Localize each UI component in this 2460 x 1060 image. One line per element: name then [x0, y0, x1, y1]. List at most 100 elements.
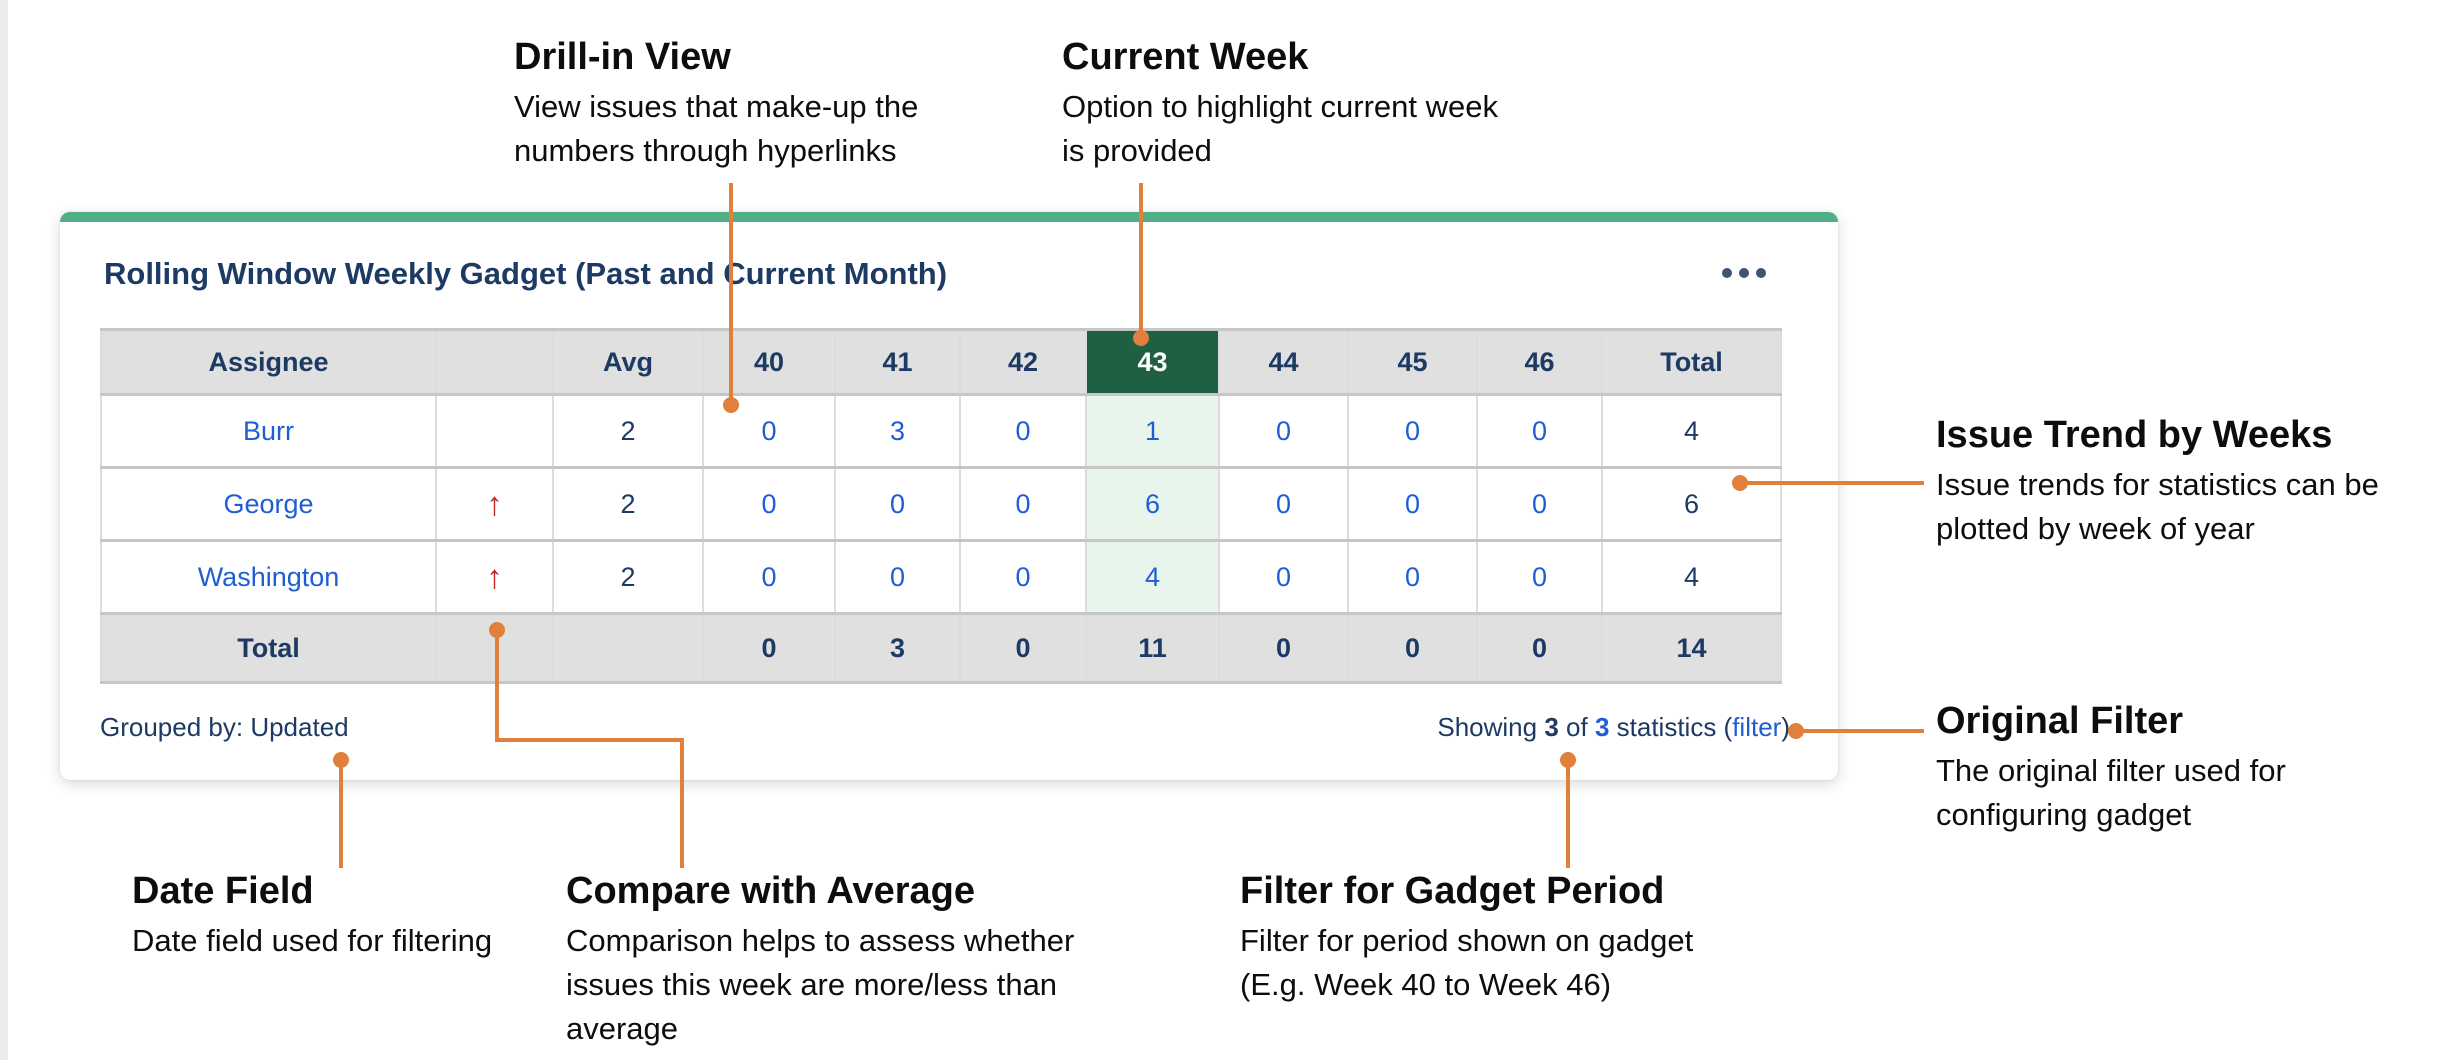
shown-count: 3 — [1544, 712, 1559, 742]
week-count-link[interactable]: 0 — [761, 488, 777, 519]
week-count-link[interactable]: 0 — [1404, 415, 1421, 446]
col-header-week: 42 — [959, 328, 1087, 396]
total-week-cell: 0 — [1476, 612, 1603, 684]
table-row: Washington ↑ 2 0 0 0 4 0 0 0 4 — [100, 539, 1782, 615]
assignee-link[interactable]: Washington — [197, 561, 340, 592]
connector-line — [729, 183, 733, 405]
connector-line — [339, 760, 343, 868]
table-row: George ↑ 2 0 0 0 6 0 0 0 6 — [100, 466, 1782, 542]
grand-total-cell: 14 — [1601, 612, 1782, 684]
connector-dot — [1133, 330, 1149, 346]
connector-dot — [333, 752, 349, 768]
annotation-title: Compare with Average — [566, 870, 975, 912]
total-week-cell: 11 — [1085, 612, 1220, 684]
week-count-link[interactable]: 0 — [761, 415, 777, 446]
col-header-avg: Avg — [552, 328, 704, 396]
annotation-body: Issue trends for statistics can be plott… — [1936, 467, 2379, 546]
connector-line — [495, 738, 684, 742]
more-menu-icon[interactable] — [1722, 268, 1766, 278]
row-total-cell: 6 — [1601, 466, 1782, 542]
assignee-link[interactable]: Burr — [242, 415, 294, 446]
showing-statistics-text: Showing 3 of 3 statistics (filter) — [1437, 712, 1790, 743]
week-count-link[interactable]: 0 — [1015, 488, 1031, 519]
trend-up-arrow: ↑ — [435, 539, 554, 615]
week-count-link[interactable]: 0 — [889, 488, 906, 519]
week-count-link[interactable]: 0 — [1015, 415, 1031, 446]
col-header-total: Total — [1601, 328, 1782, 396]
filter-link[interactable]: filter — [1732, 712, 1782, 742]
total-week-cell: 0 — [1218, 612, 1349, 684]
connector-line — [1566, 760, 1570, 868]
table-header-row: Assignee Avg 40 41 42 43 44 45 46 Total — [100, 328, 1782, 396]
col-header-week: 40 — [702, 328, 836, 396]
connector-dot — [1788, 723, 1804, 739]
annotation-body: Comparison helps to assess whether issue… — [566, 923, 1075, 1046]
connector-line — [495, 630, 499, 742]
avg-cell: 2 — [552, 393, 704, 469]
showing-prefix: Showing — [1437, 712, 1545, 742]
showing-of: of — [1558, 712, 1595, 742]
col-header-week: 45 — [1347, 328, 1478, 396]
menu-dot — [1722, 268, 1732, 278]
col-header-week: 44 — [1218, 328, 1349, 396]
col-header-trend — [435, 328, 554, 396]
annotation-title: Date Field — [132, 870, 314, 912]
gadget-title: Rolling Window Weekly Gadget (Past and C… — [104, 256, 948, 291]
col-header-current-week: 43 — [1085, 328, 1220, 396]
week-count-link[interactable]: 0 — [1531, 415, 1548, 446]
avg-cell: 2 — [552, 539, 704, 615]
table-total-row: Total 0 3 0 11 0 0 0 14 — [100, 612, 1782, 684]
closing-paren: ) — [1781, 712, 1790, 742]
card-footer: Grouped by: Updated Showing 3 of 3 stati… — [100, 712, 1790, 743]
table-row: Burr 2 0 3 0 1 0 0 0 4 — [100, 393, 1782, 469]
menu-dot — [1739, 268, 1749, 278]
showing-suffix: statistics ( — [1609, 712, 1733, 742]
row-total-cell: 4 — [1601, 539, 1782, 615]
week-count-link[interactable]: 0 — [1531, 488, 1548, 519]
week-count-link[interactable]: 0 — [1531, 561, 1548, 592]
total-week-cell: 0 — [702, 612, 836, 684]
week-count-link[interactable]: 0 — [761, 561, 777, 592]
week-count-link[interactable]: 0 — [1275, 488, 1292, 519]
weekly-stats-table: Assignee Avg 40 41 42 43 44 45 46 Total … — [100, 328, 1782, 684]
week-count-link[interactable]: 0 — [1404, 561, 1421, 592]
connector-dot — [489, 622, 505, 638]
connector-line — [1740, 481, 1924, 485]
connector-dot — [1560, 752, 1576, 768]
current-week-count-link[interactable]: 1 — [1144, 415, 1161, 446]
annotation-original-filter: Original Filter The original filter used… — [1936, 698, 2456, 837]
week-count-link[interactable]: 0 — [1275, 415, 1292, 446]
avg-cell: 2 — [552, 466, 704, 542]
total-week-cell: 3 — [834, 612, 961, 684]
week-count-link[interactable]: 0 — [1015, 561, 1031, 592]
annotation-compare-with-average: Compare with Average Comparison helps to… — [566, 868, 1186, 1051]
annotation-title: Original Filter — [1936, 700, 2184, 742]
current-week-count-link[interactable]: 6 — [1144, 488, 1161, 519]
annotation-drill-in-view: Drill-in View View issues that make-up t… — [514, 34, 1074, 173]
grouped-by-label: Grouped by: Updated — [100, 712, 349, 742]
current-week-count-link[interactable]: 4 — [1144, 561, 1161, 592]
total-count: 3 — [1594, 712, 1610, 742]
total-row-label: Total — [100, 612, 437, 684]
connector-line — [680, 738, 684, 868]
annotation-title: Current Week — [1062, 36, 1309, 78]
total-week-cell: 0 — [1347, 612, 1478, 684]
page-edge-strip — [0, 0, 8, 1060]
empty-cell — [552, 612, 704, 684]
connector-dot — [723, 397, 739, 413]
week-count-link[interactable]: 0 — [1404, 488, 1421, 519]
annotation-current-week: Current Week Option to highlight current… — [1062, 34, 1622, 173]
annotation-filter-gadget-period: Filter for Gadget Period Filter for peri… — [1240, 868, 1800, 1007]
gadget-card: Rolling Window Weekly Gadget (Past and C… — [60, 212, 1838, 780]
week-count-link[interactable]: 3 — [889, 415, 906, 446]
week-count-link[interactable]: 0 — [889, 561, 906, 592]
connector-line — [1139, 183, 1143, 338]
annotation-body: The original filter used for configuring… — [1936, 753, 2286, 832]
total-week-cell: 0 — [959, 612, 1087, 684]
assignee-link[interactable]: George — [223, 488, 314, 519]
week-count-link[interactable]: 0 — [1275, 561, 1292, 592]
col-header-assignee: Assignee — [100, 328, 437, 396]
annotation-issue-trend: Issue Trend by Weeks Issue trends for st… — [1936, 412, 2456, 551]
trend-up-arrow: ↑ — [435, 466, 554, 542]
